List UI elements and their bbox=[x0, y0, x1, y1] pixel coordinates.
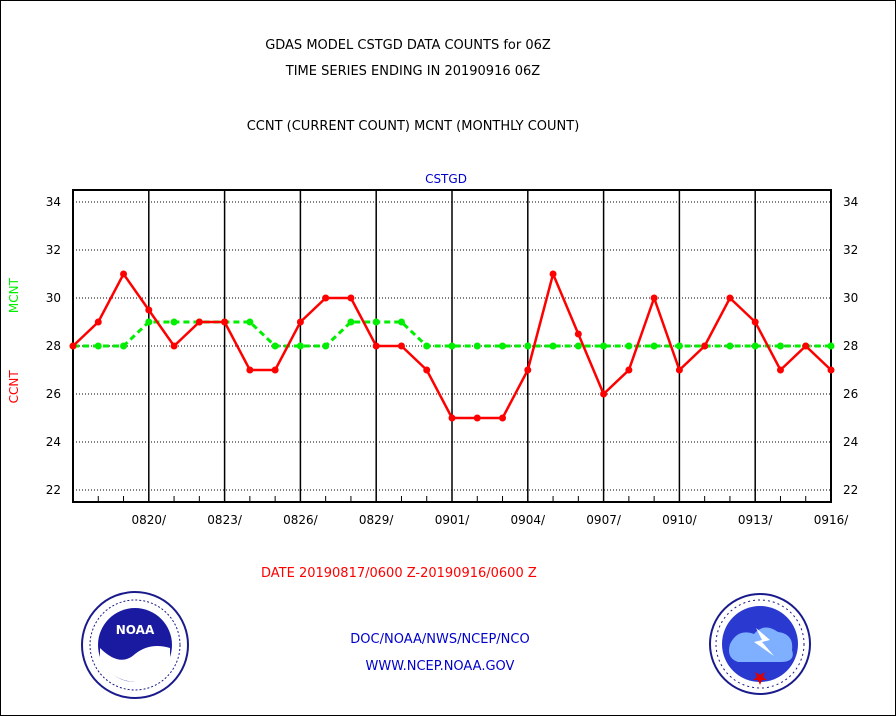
data-point-ccnt bbox=[827, 366, 835, 374]
data-point-ccnt bbox=[751, 318, 759, 326]
data-point-ccnt bbox=[650, 294, 658, 302]
data-point-mcnt bbox=[549, 342, 557, 350]
data-point-ccnt bbox=[94, 318, 102, 326]
data-point-ccnt bbox=[221, 318, 229, 326]
data-point-ccnt bbox=[675, 366, 683, 374]
x-tick-label: 0820/ bbox=[132, 513, 168, 527]
data-point-ccnt bbox=[347, 294, 355, 302]
data-point-mcnt bbox=[726, 342, 734, 350]
y-tick-label-right: 32 bbox=[843, 243, 858, 257]
y-tick-label-left: 34 bbox=[46, 195, 61, 209]
x-tick-label: 0913/ bbox=[738, 513, 774, 527]
data-point-ccnt bbox=[296, 318, 304, 326]
data-point-mcnt bbox=[625, 342, 633, 350]
data-point-ccnt bbox=[574, 330, 582, 338]
data-point-mcnt bbox=[600, 342, 608, 350]
data-point-ccnt bbox=[625, 366, 633, 374]
label-layer: 22 22 24 24 26 26 28 28 30 30 32 32 34 34 0820/0823/08… bbox=[7, 172, 858, 527]
data-point-mcnt bbox=[94, 342, 102, 350]
y-tick-label-left: 24 bbox=[46, 435, 61, 449]
y-tick-label-left: 28 bbox=[46, 339, 61, 353]
x-tick-label: 0901/ bbox=[435, 513, 471, 527]
panel-title: CSTGD bbox=[425, 172, 467, 186]
y-tick-label-left: 22 bbox=[46, 483, 61, 497]
data-point-ccnt bbox=[473, 414, 481, 422]
data-point-mcnt bbox=[372, 318, 380, 326]
data-point-ccnt bbox=[448, 414, 456, 422]
chart-subtitle: CCNT (CURRENT COUNT) MCNT (MONTHLY COUNT… bbox=[246, 119, 580, 134]
data-point-mcnt bbox=[499, 342, 507, 350]
data-point-mcnt bbox=[246, 318, 254, 326]
data-point-mcnt bbox=[524, 342, 532, 350]
data-point-ccnt bbox=[776, 366, 784, 374]
data-point-ccnt bbox=[397, 342, 405, 350]
data-point-mcnt bbox=[473, 342, 481, 350]
data-point-ccnt bbox=[322, 294, 330, 302]
data-point-ccnt bbox=[195, 318, 203, 326]
website-link[interactable]: WWW.NCEP.NOAA.GOV bbox=[365, 659, 515, 674]
data-point-mcnt bbox=[296, 342, 304, 350]
data-point-ccnt bbox=[271, 366, 279, 374]
data-point-ccnt bbox=[372, 342, 380, 350]
data-point-ccnt bbox=[499, 414, 507, 422]
data-point-ccnt bbox=[701, 342, 709, 350]
chart-title-line1: GDAS MODEL CSTGD DATA COUNTS for 06Z bbox=[265, 38, 551, 53]
y-tick-label-left: 32 bbox=[46, 243, 61, 257]
x-tick-label: 0910/ bbox=[662, 513, 698, 527]
data-point-mcnt bbox=[827, 342, 835, 350]
data-point-mcnt bbox=[120, 342, 128, 350]
y-tick-label-right: 30 bbox=[843, 291, 858, 305]
data-point-mcnt bbox=[675, 342, 683, 350]
data-point-ccnt bbox=[423, 366, 431, 374]
y-tick-label-right: 24 bbox=[843, 435, 858, 449]
y-tick-label-left: 26 bbox=[46, 387, 61, 401]
data-point-mcnt bbox=[271, 342, 279, 350]
x-tick-label: 0829/ bbox=[359, 513, 395, 527]
data-point-mcnt bbox=[322, 342, 330, 350]
org-path[interactable]: DOC/NOAA/NWS/NCEP/NCO bbox=[350, 632, 530, 647]
data-point-ccnt bbox=[69, 342, 77, 350]
data-point-mcnt bbox=[397, 318, 405, 326]
x-tick-label: 0904/ bbox=[511, 513, 547, 527]
data-point-ccnt bbox=[120, 270, 128, 278]
y-tick-label-right: 26 bbox=[843, 387, 858, 401]
x-tick-label: 0826/ bbox=[283, 513, 319, 527]
data-point-ccnt bbox=[802, 342, 810, 350]
x-tick-label: 0907/ bbox=[586, 513, 622, 527]
y-tick-label-right: 34 bbox=[843, 195, 858, 209]
data-point-mcnt bbox=[751, 342, 759, 350]
date-range: DATE 20190817/0600 Z-20190916/0600 Z bbox=[261, 566, 537, 581]
data-point-mcnt bbox=[776, 342, 784, 350]
data-point-mcnt bbox=[448, 342, 456, 350]
data-point-ccnt bbox=[524, 366, 532, 374]
data-point-ccnt bbox=[549, 270, 557, 278]
data-point-mcnt bbox=[574, 342, 582, 350]
x-tick-label: 0823/ bbox=[207, 513, 243, 527]
chart-title-line2: TIME SERIES ENDING IN 20190916 06Z bbox=[285, 64, 541, 79]
data-point-ccnt bbox=[600, 390, 608, 398]
data-point-mcnt bbox=[423, 342, 431, 350]
y-axis-label-mcnt: MCNT bbox=[7, 277, 21, 313]
y-tick-label-right: 28 bbox=[843, 339, 858, 353]
data-point-ccnt bbox=[170, 342, 178, 350]
data-point-ccnt bbox=[246, 366, 254, 374]
data-point-mcnt bbox=[170, 318, 178, 326]
data-point-ccnt bbox=[726, 294, 734, 302]
series-layer bbox=[69, 270, 835, 422]
noaa-logo: NOAA bbox=[81, 591, 189, 699]
data-point-mcnt bbox=[347, 318, 355, 326]
noaa-logo-text: NOAA bbox=[116, 623, 155, 637]
y-tick-label-left: 30 bbox=[46, 291, 61, 305]
y-axis-label-ccnt: CCNT bbox=[7, 370, 21, 404]
data-point-ccnt bbox=[145, 306, 153, 314]
data-point-mcnt bbox=[650, 342, 658, 350]
y-tick-label-right: 22 bbox=[843, 483, 858, 497]
data-point-mcnt bbox=[145, 318, 153, 326]
x-tick-label: 0916/ bbox=[814, 513, 850, 527]
nws-logo bbox=[709, 593, 811, 695]
